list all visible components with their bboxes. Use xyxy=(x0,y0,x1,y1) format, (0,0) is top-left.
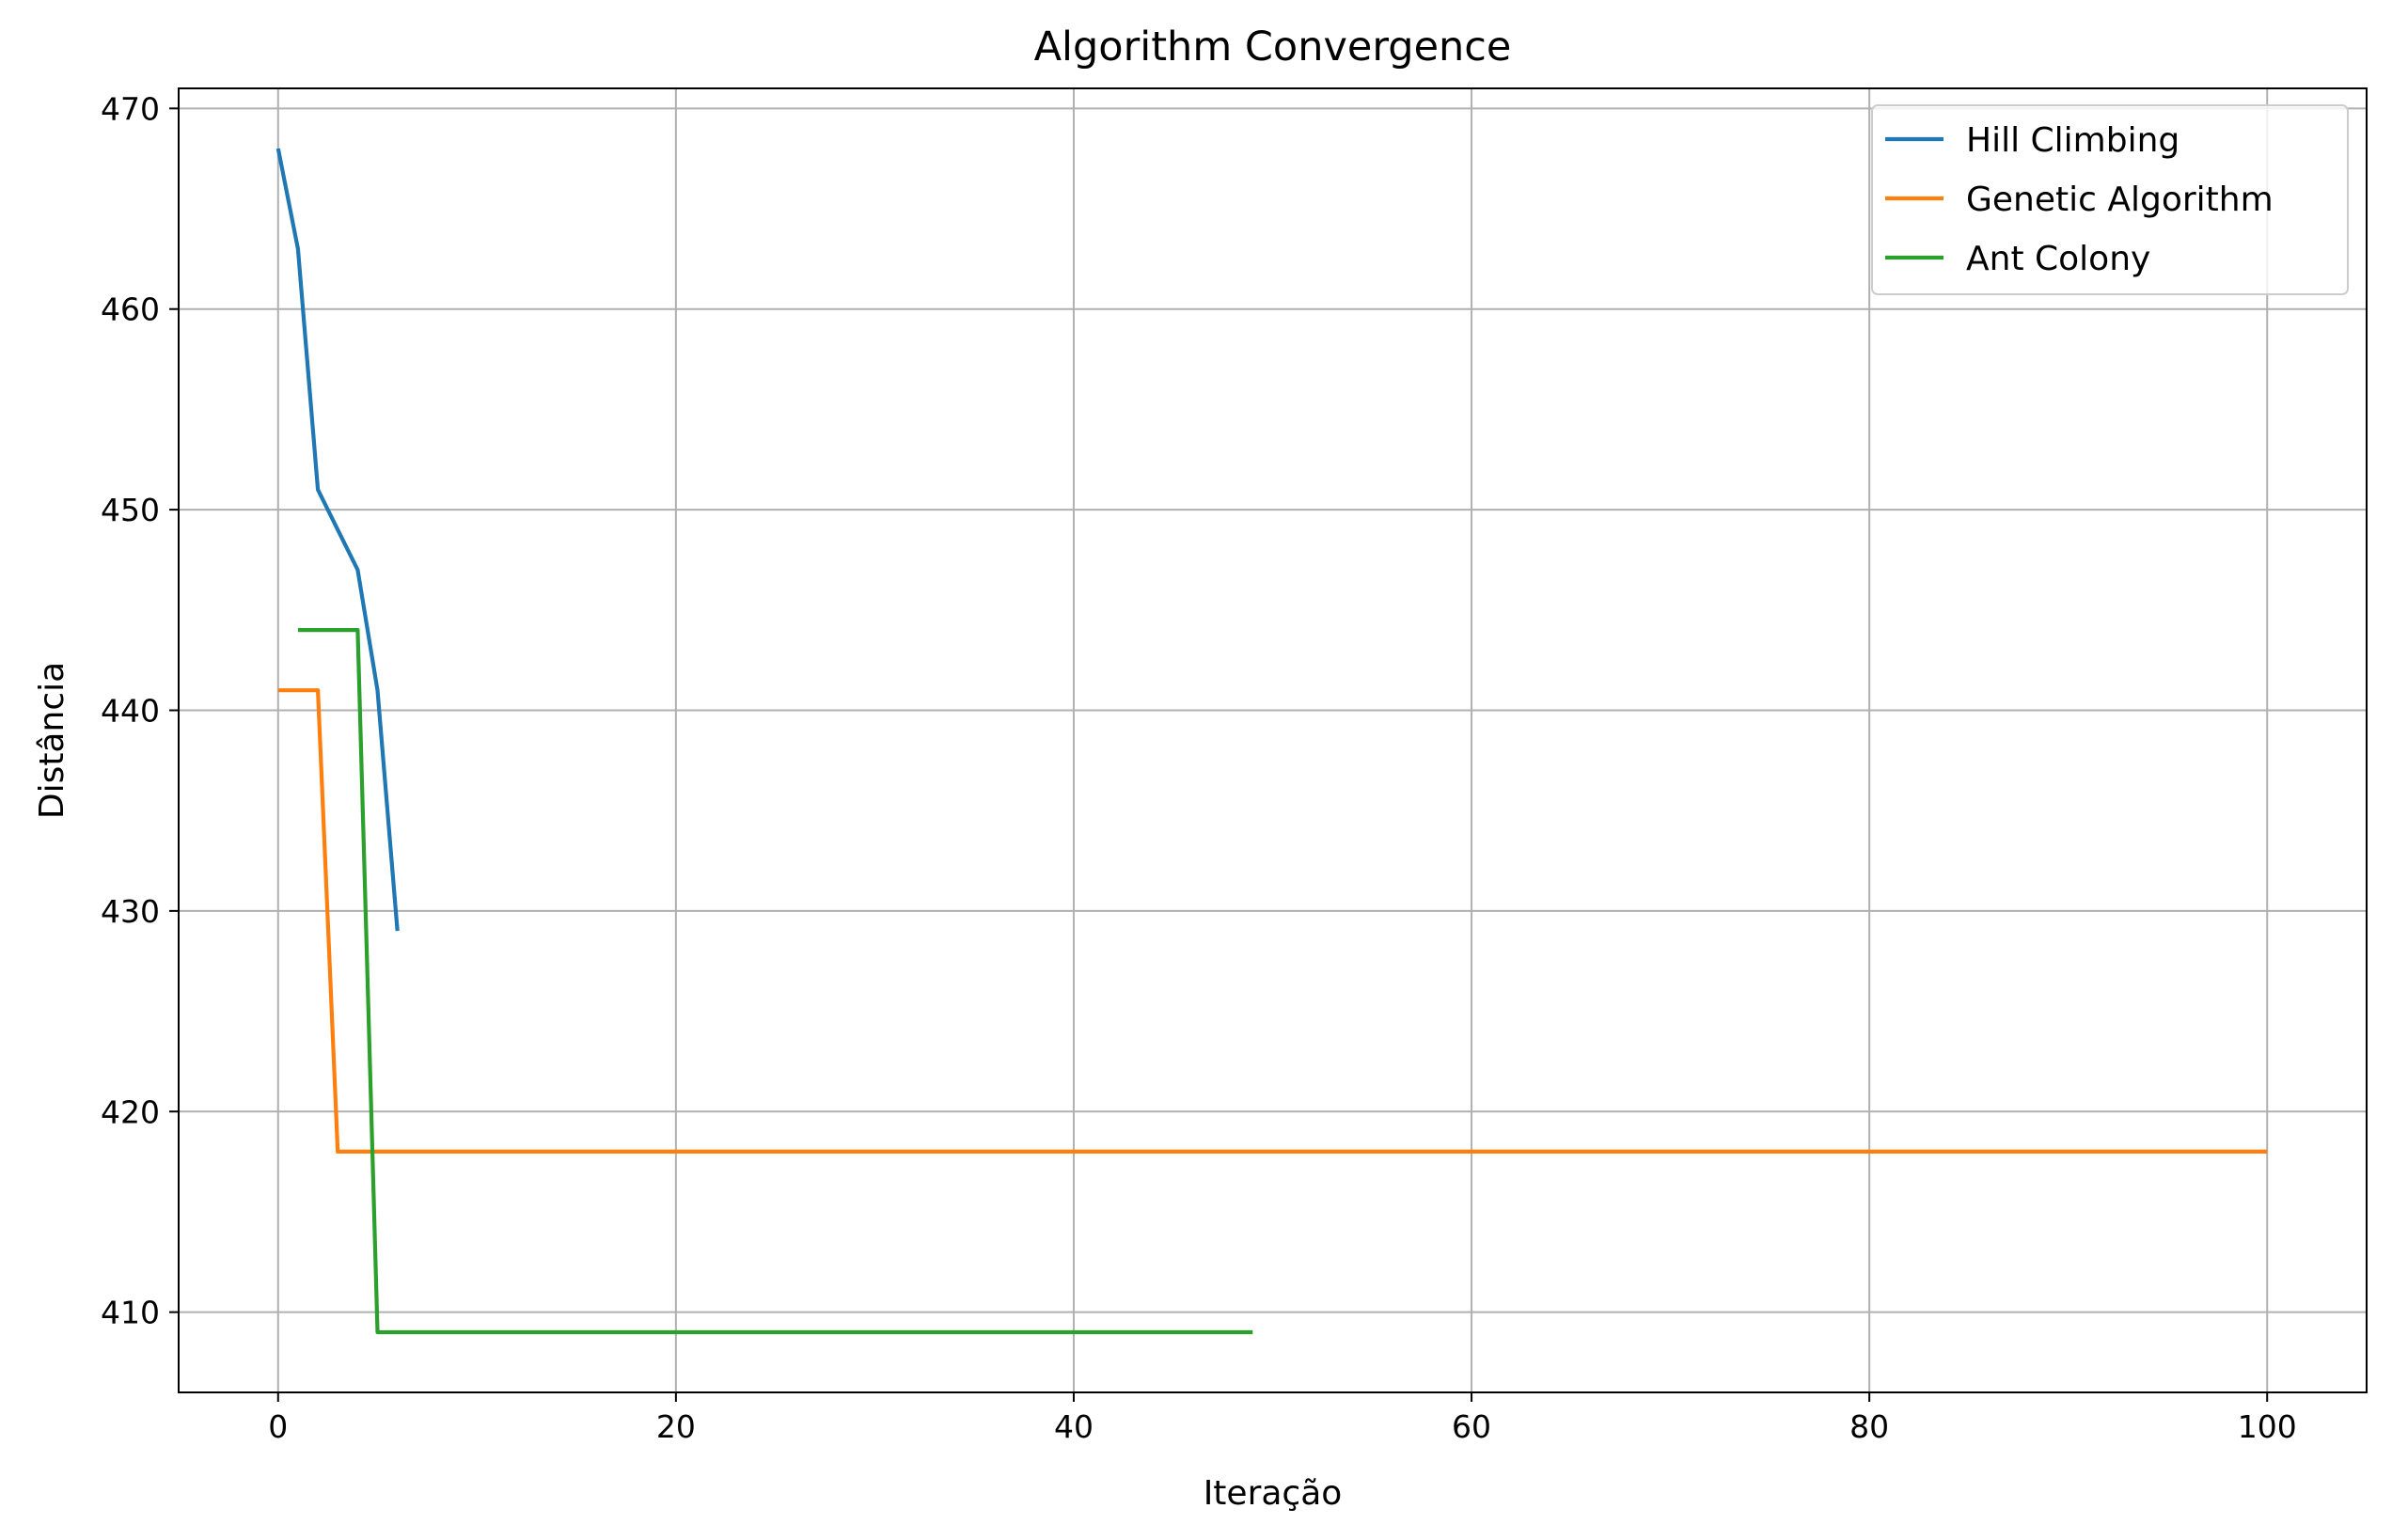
y-tick-label: 410 xyxy=(101,1295,160,1331)
y-tick-label: 450 xyxy=(101,492,160,528)
y-tick-label: 430 xyxy=(101,893,160,930)
x-tick-label: 40 xyxy=(1054,1408,1094,1445)
x-axis-title: Iteração xyxy=(1204,1474,1343,1513)
grid xyxy=(179,88,2367,1392)
x-tick-label: 80 xyxy=(1849,1408,1889,1445)
axis-ticks: 0 20 40 60 80 100 410 420 430 440 450 460 470 xyxy=(101,90,2297,1445)
legend-box xyxy=(1871,104,2349,295)
x-tick-label: 60 xyxy=(1452,1408,1491,1445)
y-tick-label: 440 xyxy=(101,692,160,729)
series-line-3 xyxy=(297,627,1253,1335)
x-tick-label: 20 xyxy=(656,1408,696,1445)
plot-frame xyxy=(178,87,2368,1393)
legend: Hill Climbing Genetic Algorithm Ant Colony xyxy=(1871,104,2349,295)
series-line-1 xyxy=(275,148,400,932)
series-lines xyxy=(275,148,2268,1335)
y-tick-label: 460 xyxy=(101,291,160,328)
chart-title: Algorithm Convergence xyxy=(1034,24,1512,71)
y-tick-label: 420 xyxy=(101,1093,160,1130)
legend-label: Ant Colony xyxy=(1966,240,2150,278)
x-tick-label: 100 xyxy=(2238,1408,2297,1445)
y-tick-label: 470 xyxy=(101,90,160,127)
x-tick-label: 0 xyxy=(268,1408,288,1445)
legend-label: Hill Climbing xyxy=(1966,121,2180,160)
y-axis-title: Distância xyxy=(33,662,71,819)
legend-label: Genetic Algorithm xyxy=(1966,181,2274,219)
series-line-2 xyxy=(277,688,2268,1155)
